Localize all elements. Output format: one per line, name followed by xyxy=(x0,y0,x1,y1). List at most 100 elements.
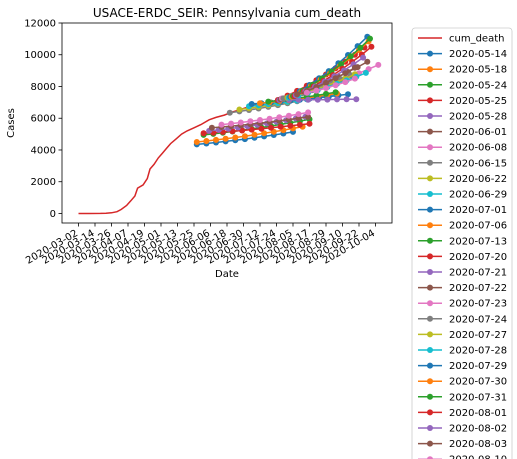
legend-marker xyxy=(427,222,433,229)
series-line xyxy=(221,111,309,126)
data-point xyxy=(226,109,233,116)
legend-label: 2020-07-20 xyxy=(449,252,507,263)
legend-label: 2020-07-01 xyxy=(449,205,507,216)
data-point xyxy=(306,120,313,127)
data-point xyxy=(342,70,349,77)
legend-label: 2020-06-29 xyxy=(449,190,507,201)
legend-label: 2020-05-14 xyxy=(449,49,507,60)
data-point xyxy=(305,109,312,116)
data-point xyxy=(222,135,229,142)
data-point xyxy=(265,98,272,105)
legend-entry: 2020-07-29 xyxy=(418,361,507,372)
data-point xyxy=(213,136,219,143)
data-point xyxy=(251,131,258,138)
legend-entry: 2020-07-30 xyxy=(418,377,507,388)
legend-entry: 2020-07-21 xyxy=(418,268,507,279)
legend-label: 2020-06-22 xyxy=(449,174,507,185)
legend-entry: 2020-06-29 xyxy=(418,190,507,201)
forecast-series-2020-07-21 xyxy=(276,96,360,103)
legend-marker xyxy=(427,191,433,197)
legend-label: 2020-07-21 xyxy=(449,268,507,279)
data-point xyxy=(305,113,312,120)
data-point xyxy=(232,134,239,141)
data-point xyxy=(375,61,382,68)
legend-entry: cum_death xyxy=(418,34,504,45)
data-point xyxy=(338,61,345,68)
legend-marker xyxy=(427,409,433,416)
legend-label: 2020-07-29 xyxy=(449,361,507,372)
legend-label: 2020-08-03 xyxy=(449,439,507,450)
legend-entry: 2020-06-22 xyxy=(418,174,507,185)
legend-label: 2020-07-13 xyxy=(449,236,507,247)
legend-label: 2020-08-01 xyxy=(449,408,507,419)
data-point xyxy=(295,96,302,103)
data-point xyxy=(239,127,246,134)
legend-marker xyxy=(427,253,433,260)
plot-frame xyxy=(61,22,393,224)
legend-label: 2020-06-15 xyxy=(449,158,507,169)
plot-area xyxy=(78,33,382,215)
data-point xyxy=(334,96,340,103)
legend-entry: 2020-05-25 xyxy=(418,96,507,107)
legend-marker xyxy=(427,378,433,385)
chart-title: USACE-ERDC_SEIR: Pennsylvania cum_death xyxy=(93,6,361,20)
data-point xyxy=(364,58,371,65)
legend-label: cum_death xyxy=(449,34,504,45)
legend-box xyxy=(411,27,513,459)
legend-entry: 2020-07-24 xyxy=(418,314,507,325)
data-point xyxy=(277,123,284,130)
data-point xyxy=(332,75,339,82)
legend-label: 2020-06-08 xyxy=(449,143,507,154)
legend-marker xyxy=(427,113,433,119)
y-tick-label: 2000 xyxy=(31,177,56,188)
legend-marker xyxy=(427,362,433,369)
forecast-series-2020-08-03 xyxy=(294,64,358,98)
y-tick-label: 12000 xyxy=(24,19,56,30)
data-point xyxy=(332,89,339,96)
data-point xyxy=(342,79,349,86)
legend-marker xyxy=(427,97,433,104)
legend-entry: 2020-08-01 xyxy=(418,408,507,419)
x-axis: 2020-03-022020-03-142020-03-262020-04-07… xyxy=(24,223,377,267)
data-point xyxy=(351,75,358,82)
data-point xyxy=(200,130,207,137)
data-point xyxy=(323,90,329,97)
data-point xyxy=(362,69,369,76)
data-point xyxy=(193,139,200,145)
legend-label: 2020-07-23 xyxy=(449,299,507,310)
data-point xyxy=(357,44,364,51)
data-point xyxy=(248,126,255,133)
legend-entry: 2020-07-23 xyxy=(418,299,507,310)
data-point xyxy=(323,79,329,86)
forecast-series-2020-05-25 xyxy=(200,120,313,137)
legend: cum_death 2020-05-14 2020-05-18 2020-05-24 2… xyxy=(411,27,513,459)
legend-marker xyxy=(427,237,433,244)
legend-marker xyxy=(427,300,433,307)
legend-entry: 2020-05-18 xyxy=(418,65,507,76)
data-point xyxy=(345,91,351,98)
legend-label: 2020-08-10 xyxy=(449,455,507,459)
data-point xyxy=(314,96,321,103)
data-point xyxy=(343,96,350,103)
legend-label: 2020-05-25 xyxy=(449,96,507,107)
legend-entry: 2020-07-01 xyxy=(418,205,507,216)
legend-entry: 2020-06-15 xyxy=(418,158,507,169)
data-point xyxy=(332,82,339,89)
y-tick-label: 6000 xyxy=(31,114,56,125)
legend-label: 2020-05-28 xyxy=(449,112,507,123)
legend-marker xyxy=(427,144,433,151)
data-point xyxy=(360,54,367,61)
legend-entry: 2020-08-10 xyxy=(418,455,507,459)
data-point xyxy=(294,91,301,98)
data-point xyxy=(236,106,243,113)
data-point xyxy=(268,124,274,131)
legend-marker xyxy=(427,393,433,400)
legend-marker xyxy=(427,159,433,166)
data-point xyxy=(285,112,292,119)
forecast-series-2020-05-18 xyxy=(193,123,306,145)
y-tick-label: 4000 xyxy=(31,145,56,156)
legend-label: 2020-07-22 xyxy=(449,283,507,294)
data-point xyxy=(257,117,263,123)
data-point xyxy=(257,100,263,107)
y-tick-label: 8000 xyxy=(31,82,56,93)
